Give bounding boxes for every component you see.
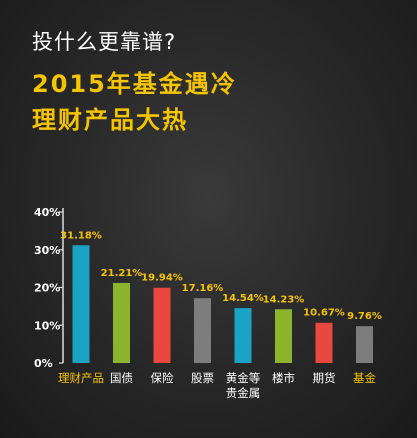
data-label: 19.94% (141, 273, 183, 284)
data-label: 9.76% (347, 311, 382, 322)
y-tick-label: 20% (34, 282, 60, 295)
bar (356, 326, 373, 363)
bar (275, 309, 292, 363)
y-tick-label: 40% (34, 206, 60, 219)
category-label: 期货 (313, 371, 336, 385)
bar (315, 322, 333, 363)
category-label: 楼市 (272, 371, 295, 385)
category-label: 黄金等 (226, 371, 261, 385)
bar (153, 287, 171, 363)
data-label: 21.21% (101, 268, 143, 279)
y-tick-label: 0% (34, 357, 53, 370)
question-text: 投什么更靠谱? (32, 30, 177, 54)
category-label: 保险 (151, 371, 174, 385)
headline-line-1: 2015年基金遇冷 (32, 70, 237, 98)
y-tick-label: 10% (34, 319, 60, 332)
data-label: 10.67% (303, 308, 345, 319)
bar (113, 282, 130, 363)
data-label: 17.16% (182, 283, 224, 294)
headline-line-2: 理财产品大热 (32, 106, 188, 134)
category-label: 基金 (353, 371, 376, 385)
category-label: 理财产品 (58, 371, 104, 385)
bar (234, 308, 252, 363)
bar (72, 245, 90, 363)
data-label: 14.54% (222, 293, 264, 304)
data-label: 31.18% (60, 230, 102, 241)
category-label: 股票 (191, 371, 214, 385)
y-tick-label: 30% (34, 244, 60, 257)
bar (194, 298, 211, 363)
category-label: 贵金属 (226, 386, 261, 400)
data-label: 14.23% (263, 294, 305, 305)
category-label: 国债 (110, 371, 133, 385)
